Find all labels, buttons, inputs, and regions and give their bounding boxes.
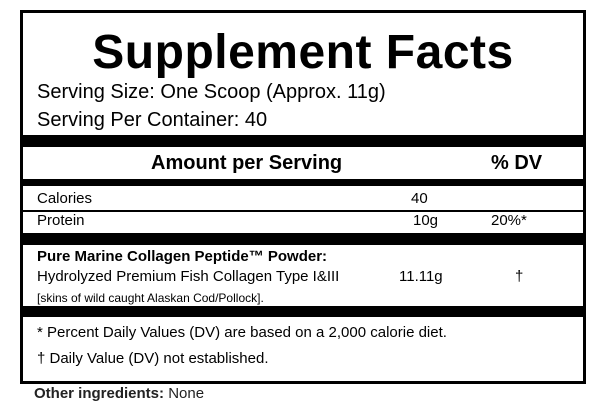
header-amount-per-serving: Amount per Serving <box>151 152 343 174</box>
calories-amount: 40 <box>411 190 428 207</box>
header-percent-dv: % DV <box>491 152 543 174</box>
serving-size: Serving Size: One Scoop (Approx. 11g) <box>37 81 386 103</box>
servings-per-container: Serving Per Container: 40 <box>37 109 268 131</box>
medium-divider <box>23 179 583 186</box>
protein-dv: 20%* <box>491 212 527 229</box>
thick-divider-top <box>23 135 583 147</box>
other-ingredients-value: None <box>168 385 205 402</box>
calories-label: Calories <box>37 190 93 207</box>
blend-amount: 11.11g <box>399 268 443 285</box>
footnote-dv-not-established: † Daily Value (DV) not established. <box>37 350 269 367</box>
protein-label: Protein <box>37 212 85 229</box>
protein-amount: 10g <box>413 212 439 229</box>
blend-dv-dagger: † <box>515 268 524 285</box>
row-divider <box>23 210 583 212</box>
thick-divider-blend <box>23 233 583 245</box>
other-ingredients-label: Other ingredients: <box>34 385 165 402</box>
blend-source: [skins of wild caught Alaskan Cod/Polloc… <box>37 291 264 305</box>
footnote-percent-dv: * Percent Daily Values (DV) are based on… <box>37 324 447 341</box>
thick-divider-bottom <box>23 306 583 317</box>
blend-ingredient: Hydrolyzed Premium Fish Collagen Type I&… <box>37 268 340 285</box>
supplement-facts-panel: Supplement Facts Serving Size: One Scoop… <box>20 10 586 384</box>
blend-name: Pure Marine Collagen Peptide™ Powder: <box>37 248 328 265</box>
panel-title: Supplement Facts <box>92 26 514 79</box>
other-ingredients: Other ingredients: None <box>34 384 204 404</box>
